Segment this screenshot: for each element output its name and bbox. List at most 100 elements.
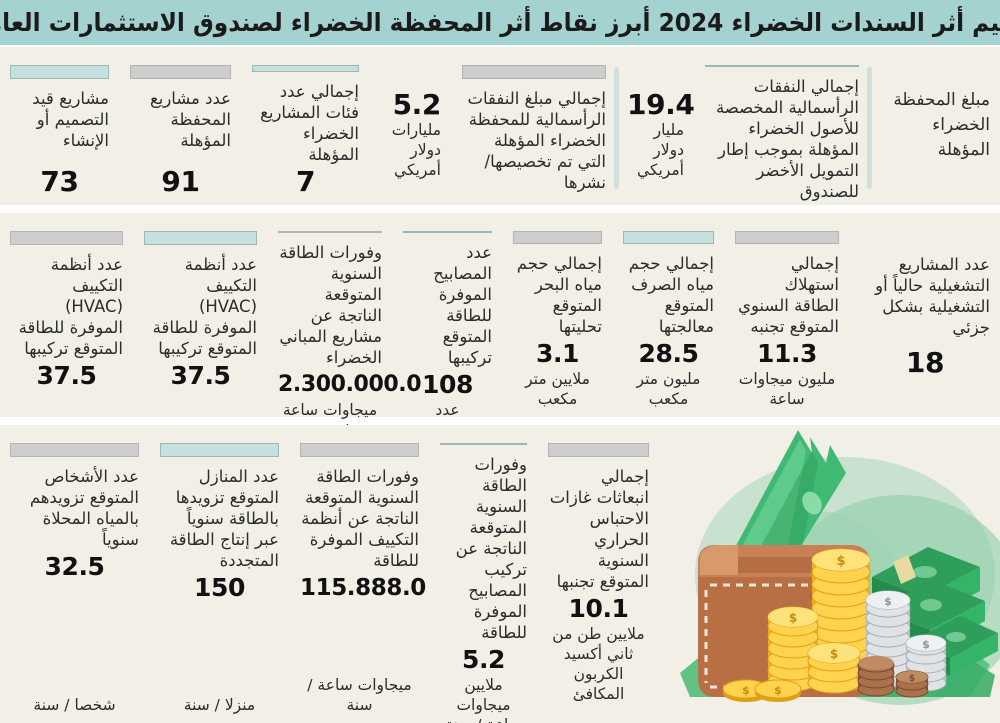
card-value: 91 bbox=[161, 165, 200, 198]
card-unit: ميجاوات ساعة / سنة bbox=[307, 676, 412, 714]
card-value: 32.5 bbox=[44, 552, 105, 581]
stat-card: وفورات الطاقة السنوية المتوقعة الناتجة ع… bbox=[290, 425, 430, 723]
stat-card: عدد المنازل المتوقع تزويدها بالطاقة سنوي… bbox=[150, 425, 290, 723]
stat-card: إجمالي حجم مياه الصرف المتوقع معالجتها 2… bbox=[613, 213, 725, 417]
card-top-bar bbox=[705, 65, 859, 67]
card-value: 7 bbox=[295, 165, 316, 198]
card-value: 5.2 bbox=[392, 88, 442, 121]
card-top-bar bbox=[160, 443, 279, 457]
card-value: 108 bbox=[422, 370, 473, 399]
card-unit: ملايين طن من ثاني أكسيد الكربون المكافئ bbox=[552, 625, 645, 703]
stat-card: وفورات الطاقة السنوية المتوقعة الناتجة ع… bbox=[268, 213, 422, 439]
card-top-bar bbox=[10, 231, 123, 245]
card-label: عدد أنظمة التكييف (HVAC) الموفرة للطاقة … bbox=[152, 255, 257, 358]
card-top-bar bbox=[10, 443, 139, 457]
stat-card: إجمالي مبلغ النفقات الرأسمالية للمحفظة ا… bbox=[452, 47, 619, 205]
card-unit: ملايين ميجاوات ساعة / سنة bbox=[445, 676, 521, 723]
card-value: 2.300.000.0 bbox=[278, 372, 422, 397]
card-label: عدد المنازل المتوقع تزويدها بالطاقة سنوي… bbox=[169, 467, 279, 570]
svg-text:$: $ bbox=[922, 638, 930, 651]
stat-card: مبلغ المحفظة الخضراء المؤهلة bbox=[870, 47, 1000, 205]
svg-text:$: $ bbox=[884, 595, 892, 608]
illustration-card: $ $ bbox=[660, 425, 1000, 723]
card-label: عدد مشاريع المحفظة المؤهلة bbox=[149, 89, 231, 150]
card-top-bar bbox=[548, 443, 649, 457]
svg-text:$: $ bbox=[789, 611, 797, 625]
card-value: 18 bbox=[905, 346, 945, 379]
card-value: 37.5 bbox=[36, 361, 97, 390]
card-label: عدد أنظمة التكييف (HVAC) الموفرة للطاقة … bbox=[18, 255, 123, 358]
card-label: إجمالي عدد فئات المشاريع الخضراء المؤهلة bbox=[260, 82, 359, 164]
stat-card: عدد أنظمة التكييف (HVAC) الموفرة للطاقة … bbox=[0, 213, 134, 417]
card-top-bar bbox=[144, 231, 257, 245]
stat-card: إجمالي حجم مياه البحر المتوقع تحليتها 3.… bbox=[503, 213, 613, 417]
card-top-bar bbox=[860, 231, 990, 245]
card-label: إجمالي حجم مياه الصرف المتوقع معالجتها bbox=[628, 254, 714, 336]
stat-card: عدد الأشخاص المتوقع تزويدهم بالمياه المح… bbox=[0, 425, 150, 723]
card-label: وفورات الطاقة السنوية المتوقعة الناتجة ع… bbox=[279, 243, 382, 367]
card-value: 11.3 bbox=[756, 339, 818, 368]
card-divider bbox=[614, 67, 619, 189]
card-label: مشاريع قيد التصميم أو الإنشاء bbox=[32, 89, 109, 150]
card-value: 19.4 bbox=[627, 88, 695, 121]
card-value: 73 bbox=[40, 165, 79, 198]
card-top-bar bbox=[403, 231, 492, 233]
card-top-bar bbox=[440, 443, 527, 445]
card-unit: مليار دولار أمريكي bbox=[637, 121, 684, 179]
card-label: إجمالي استهلاك الطاقة السنوي المتوقع تجن… bbox=[738, 254, 839, 336]
card-label: مبلغ المحفظة الخضراء المؤهلة bbox=[893, 90, 990, 160]
spacer bbox=[130, 151, 231, 165]
card-label: وفورات الطاقة السنوية المتوقعة الناتجة ع… bbox=[301, 467, 419, 570]
spacer bbox=[10, 151, 109, 165]
card-unit: منزلا / سنة bbox=[183, 696, 256, 714]
card-unit: مليارات دولار أمريكي bbox=[391, 121, 441, 179]
stat-card: إجمالي استهلاك الطاقة السنوي المتوقع تجن… bbox=[725, 213, 850, 417]
stat-card: عدد المصابيح الموفرة للطاقة المتوقع تركي… bbox=[393, 213, 503, 419]
card-label: عدد المصابيح الموفرة للطاقة المتوقع تركي… bbox=[433, 243, 492, 367]
card-value: 3.1 bbox=[535, 339, 580, 368]
svg-text:$: $ bbox=[774, 684, 782, 697]
card-label: إجمالي حجم مياه البحر المتوقع تحليتها bbox=[516, 254, 602, 336]
card-value: 10.1 bbox=[568, 594, 629, 623]
stat-value-block: 5.2 مليارات دولار أمريكي bbox=[370, 47, 452, 205]
card-divider bbox=[867, 67, 872, 189]
card-value: 5.2 bbox=[461, 645, 506, 674]
stat-card: عدد مشاريع المحفظة المؤهلة 91 bbox=[120, 47, 242, 205]
card-top-bar bbox=[513, 231, 602, 244]
page-title: تقييم أثر السندات الخضراء 2024 أبرز نقاط… bbox=[0, 8, 1000, 37]
svg-text:$: $ bbox=[909, 674, 915, 684]
card-top-bar bbox=[252, 65, 359, 72]
card-top-bar bbox=[380, 65, 441, 79]
stat-card: مشاريع قيد التصميم أو الإنشاء 73 bbox=[0, 47, 120, 205]
svg-text:$: $ bbox=[830, 647, 838, 661]
card-top-bar bbox=[130, 65, 231, 79]
card-top-bar bbox=[278, 231, 382, 233]
card-label: إجمالي النفقات الرأسمالية المخصصة للأصول… bbox=[715, 77, 859, 201]
card-top-bar bbox=[10, 65, 109, 79]
stats-row-1: مبلغ المحفظة الخضراء المؤهلة إجمالي النف… bbox=[0, 47, 1000, 205]
row-gap-2 bbox=[0, 417, 1000, 425]
stat-card: إجمالي النفقات الرأسمالية المخصصة للأصول… bbox=[695, 47, 872, 205]
stat-value-block: 19.4 مليار دولار أمريكي bbox=[617, 47, 695, 205]
card-top-bar bbox=[623, 231, 714, 244]
card-top-bar bbox=[880, 65, 990, 79]
stat-card: عدد المشاريع التشغيلية حالياً أو التشغيل… bbox=[850, 213, 1000, 417]
stat-card: إجمالي انبعاثات غازات الاحتباس الحراري ا… bbox=[538, 425, 660, 723]
card-label: عدد المشاريع التشغيلية حالياً أو التشغيل… bbox=[875, 255, 990, 337]
card-value: 150 bbox=[194, 573, 245, 602]
header-banner: تقييم أثر السندات الخضراء 2024 أبرز نقاط… bbox=[0, 0, 1000, 45]
stats-row-2: عدد المشاريع التشغيلية حالياً أو التشغيل… bbox=[0, 213, 1000, 439]
card-top-bar bbox=[735, 231, 839, 244]
card-label: إجمالي انبعاثات غازات الاحتباس الحراري ا… bbox=[549, 467, 649, 591]
stat-card: وفورات الطاقة السنوية المتوقعة الناتجة ع… bbox=[430, 425, 538, 723]
svg-text:$: $ bbox=[836, 554, 845, 569]
stat-card: إجمالي عدد فئات المشاريع الخضراء المؤهلة… bbox=[242, 47, 370, 205]
card-unit: مليون متر مكعب bbox=[636, 370, 701, 408]
card-unit: ملايين متر مكعب bbox=[525, 370, 590, 408]
card-value: 115.888.0 bbox=[300, 575, 426, 601]
stats-row-3: $ $ bbox=[0, 425, 1000, 723]
card-unit: عدد bbox=[435, 401, 460, 419]
card-top-bar bbox=[462, 65, 606, 79]
card-top-bar bbox=[627, 65, 684, 79]
